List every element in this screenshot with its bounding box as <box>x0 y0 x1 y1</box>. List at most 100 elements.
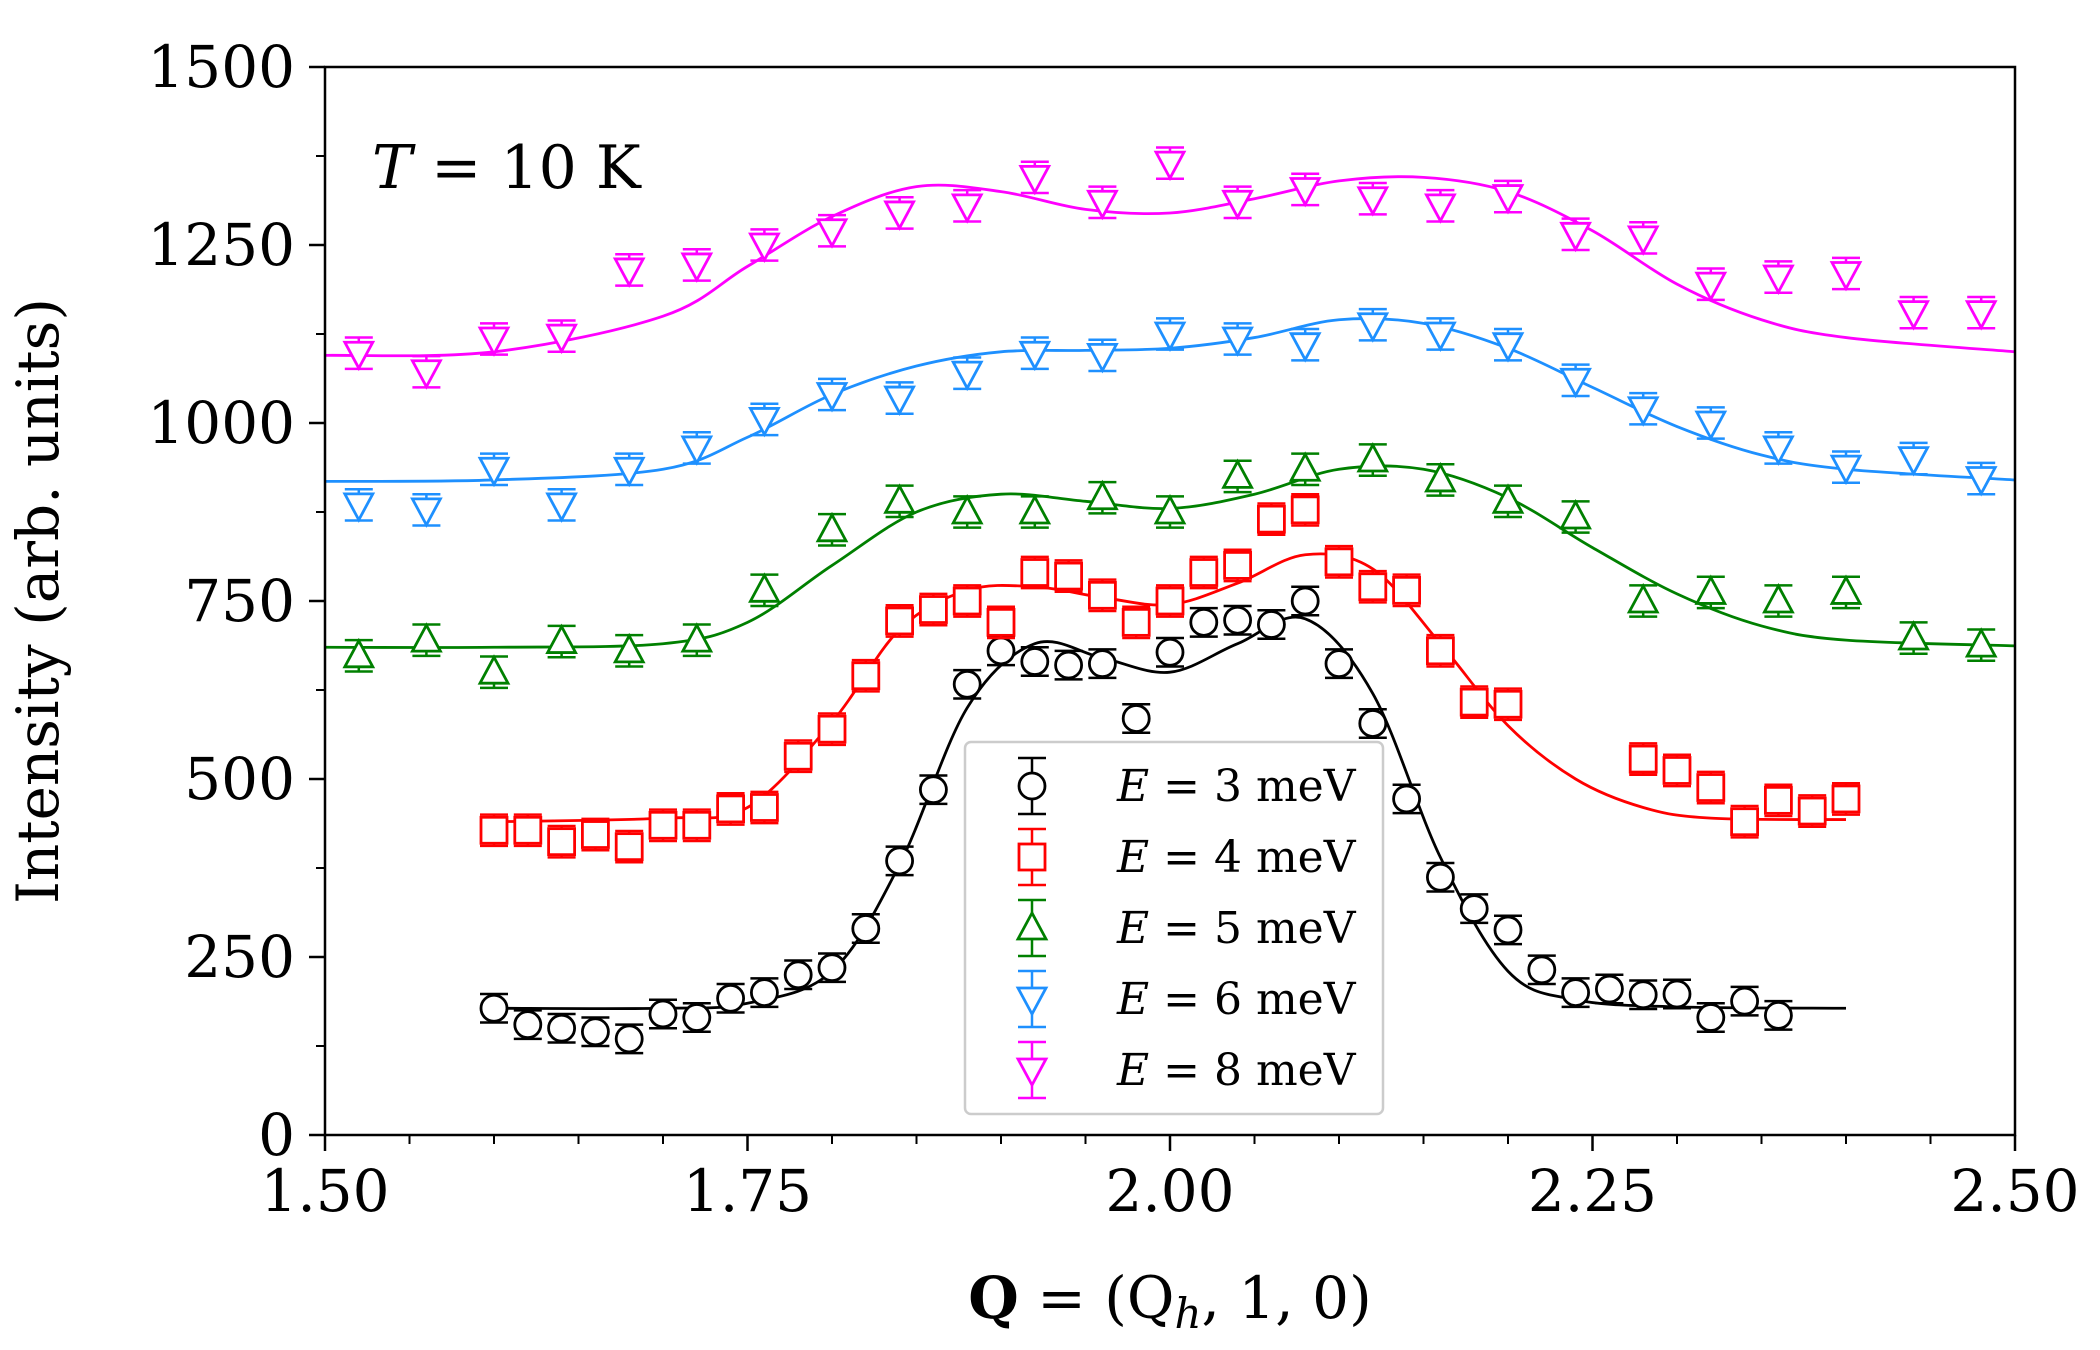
data-point <box>477 654 511 685</box>
legend-marker <box>1017 842 1047 872</box>
data-point <box>1897 620 1930 651</box>
data-point <box>1324 547 1354 577</box>
legend-entry: E = 3 meV <box>1017 756 1357 816</box>
legend-entry: E = 6 meV <box>1015 969 1357 1029</box>
series-4-points <box>342 146 1998 390</box>
data-point <box>1257 504 1286 534</box>
data-point <box>1223 551 1252 580</box>
data-point <box>1459 894 1489 923</box>
data-point <box>815 218 849 249</box>
data-point <box>1964 627 1998 658</box>
plot-frame <box>323 65 2017 1137</box>
data-point <box>581 1017 610 1047</box>
data-point <box>1020 558 1050 587</box>
data-point <box>1829 454 1863 486</box>
data-point <box>1018 494 1052 525</box>
data-point <box>682 810 712 840</box>
data-point <box>1628 744 1658 774</box>
data-point <box>1324 649 1354 679</box>
data-point <box>1155 586 1185 616</box>
data-point <box>682 1003 712 1032</box>
data-point <box>1088 649 1117 679</box>
y-tick-label: 500 <box>184 745 295 813</box>
data-point <box>815 382 849 413</box>
data-point <box>817 714 847 744</box>
x-tick-label: 2.25 <box>1528 1157 1657 1225</box>
data-point <box>1964 300 1998 331</box>
x-label-rest: = (Q <box>1019 1264 1175 1332</box>
x-label-bold: Q <box>968 1264 1019 1332</box>
series-2-points <box>342 442 1998 690</box>
data-point <box>1221 189 1254 221</box>
fit-line-series-2 <box>324 464 2016 649</box>
data-point <box>410 359 443 390</box>
data-point <box>479 993 509 1023</box>
data-point <box>612 632 646 664</box>
data-point <box>1426 636 1455 666</box>
x-axis-label: Q = (Qh, 1, 0) <box>968 1264 1371 1338</box>
legend-rest: = 8 meV <box>1149 1045 1357 1096</box>
data-point <box>1694 410 1728 441</box>
legend-var: E <box>1116 974 1149 1025</box>
data-point <box>748 232 781 263</box>
data-point <box>750 978 779 1007</box>
data-point <box>1561 978 1590 1007</box>
data-point <box>1358 572 1388 602</box>
legend-marker <box>1015 1057 1049 1088</box>
data-point <box>883 483 916 514</box>
data-point <box>1290 586 1320 616</box>
data-point <box>1762 583 1795 614</box>
x-label-sub: h <box>1174 1289 1201 1338</box>
data-point <box>883 200 916 231</box>
data-point <box>1662 756 1692 785</box>
data-point <box>885 606 914 636</box>
data-point <box>680 252 714 283</box>
data-point <box>748 407 781 438</box>
data-point <box>919 595 948 624</box>
data-point <box>1153 321 1187 352</box>
data-point <box>479 815 509 845</box>
data-point <box>1829 261 1863 292</box>
data-point <box>1897 300 1930 331</box>
y-tick-label: 1250 <box>147 211 295 279</box>
data-point <box>1189 607 1219 637</box>
data-point <box>783 960 813 990</box>
data-point <box>614 832 644 862</box>
data-point <box>614 1024 644 1054</box>
legend-label: E = 4 meV <box>1116 832 1357 883</box>
data-point <box>1527 955 1557 985</box>
legend-rest: = 3 meV <box>1149 761 1357 812</box>
data-point <box>952 586 982 616</box>
data-point <box>1831 784 1861 814</box>
data-point <box>680 622 714 653</box>
y-tick-label: 750 <box>184 567 295 635</box>
x-tick-label: 2.00 <box>1105 1157 1234 1225</box>
data-point <box>342 492 376 523</box>
data-point <box>1153 494 1187 525</box>
data-point <box>648 999 678 1029</box>
data-point <box>1491 332 1525 363</box>
data-point <box>1626 583 1660 614</box>
data-point <box>1459 687 1489 717</box>
temperature-annotation: T = 10 K <box>372 133 642 203</box>
data-point <box>477 326 511 357</box>
data-point <box>1153 150 1187 182</box>
data-point <box>1762 264 1795 295</box>
data-point <box>1189 558 1219 587</box>
data-point <box>547 827 576 857</box>
series-3-points <box>342 307 1998 528</box>
data-point <box>883 385 916 417</box>
data-point <box>1626 225 1660 256</box>
data-point <box>952 669 982 699</box>
data-point <box>342 637 376 669</box>
data-point <box>1424 462 1457 493</box>
data-point <box>1626 396 1660 427</box>
data-point <box>1424 321 1457 352</box>
data-point <box>1221 458 1254 489</box>
y-axis-label: Intensity (arb. units) <box>4 298 72 904</box>
data-point <box>1764 1000 1793 1030</box>
data-point <box>1020 647 1050 676</box>
data-point <box>1964 466 1998 497</box>
